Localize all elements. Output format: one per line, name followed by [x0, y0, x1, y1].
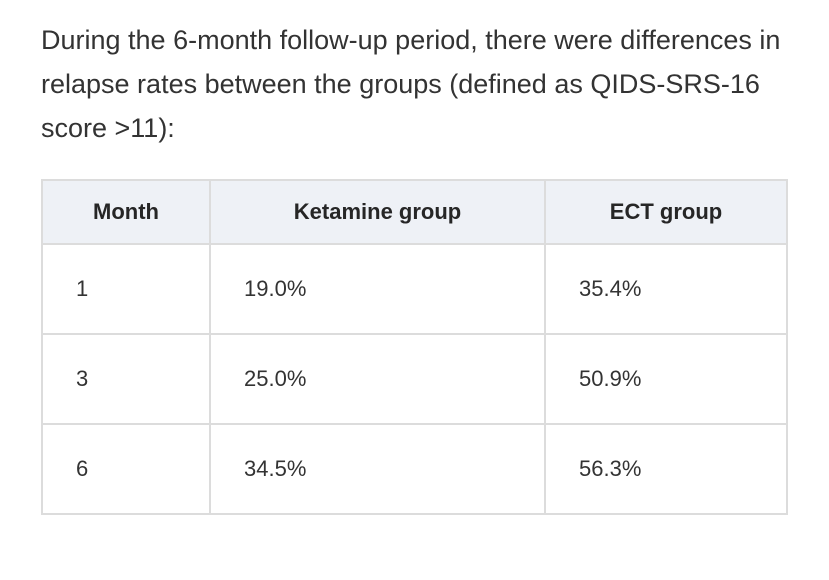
- cell-month: 6: [41, 423, 211, 515]
- relapse-rates-table-container: Month Ketamine group ECT group 1 19.0% 3…: [41, 179, 788, 515]
- cell-ketamine: 19.0%: [209, 243, 546, 335]
- cell-ketamine: 34.5%: [209, 423, 546, 515]
- table-header-row: Month Ketamine group ECT group: [41, 179, 788, 245]
- table-row: 1 19.0% 35.4%: [41, 243, 788, 335]
- table-row: 6 34.5% 56.3%: [41, 423, 788, 515]
- header-ketamine-group: Ketamine group: [209, 179, 546, 245]
- table-row: 3 25.0% 50.9%: [41, 333, 788, 425]
- cell-ect: 50.9%: [544, 333, 788, 425]
- relapse-rates-table: Month Ketamine group ECT group 1 19.0% 3…: [41, 179, 788, 515]
- cell-month: 1: [41, 243, 211, 335]
- intro-paragraph: During the 6-month follow-up period, the…: [41, 25, 781, 143]
- cell-ketamine: 25.0%: [209, 333, 546, 425]
- cell-ect: 56.3%: [544, 423, 788, 515]
- cell-month: 3: [41, 333, 211, 425]
- header-month: Month: [41, 179, 211, 245]
- cell-ect: 35.4%: [544, 243, 788, 335]
- header-ect-group: ECT group: [544, 179, 788, 245]
